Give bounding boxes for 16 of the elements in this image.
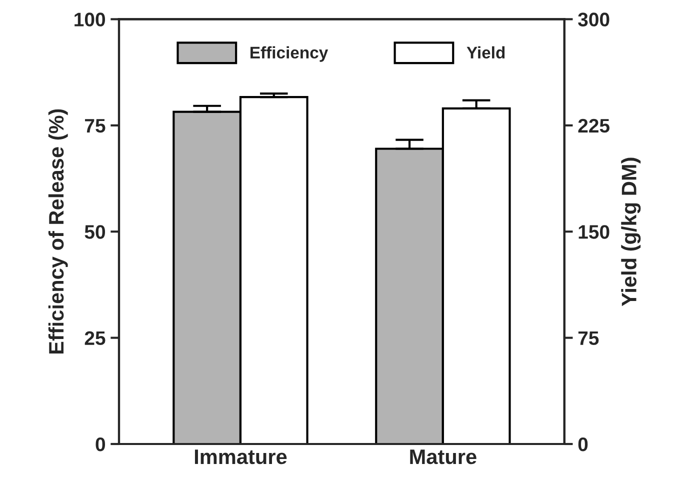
y-tick-label: 75 <box>85 119 106 133</box>
x-tick-label: Mature <box>410 450 476 464</box>
y-tick-label: 25 <box>84 331 106 346</box>
y2-tick-label: 0 <box>578 437 588 452</box>
y-tick-label: 100 <box>74 12 106 26</box>
legend-label: Yield <box>466 46 505 59</box>
y2-tick-label: 75 <box>578 331 599 346</box>
y-tick-label: 0 <box>96 437 106 452</box>
x-tick-label: Immature <box>194 450 287 464</box>
y-axis-title: Efficiency of Release (%) <box>48 109 68 354</box>
legend-label: Efficiency <box>250 46 328 62</box>
y2-axis-title: Yield (g/kg DM) <box>621 158 641 306</box>
y2-tick-label: 300 <box>578 12 610 26</box>
y2-tick-label: 225 <box>578 118 610 133</box>
y-tick-label: 50 <box>84 225 106 239</box>
y2-tick-label: 150 <box>578 225 610 239</box>
